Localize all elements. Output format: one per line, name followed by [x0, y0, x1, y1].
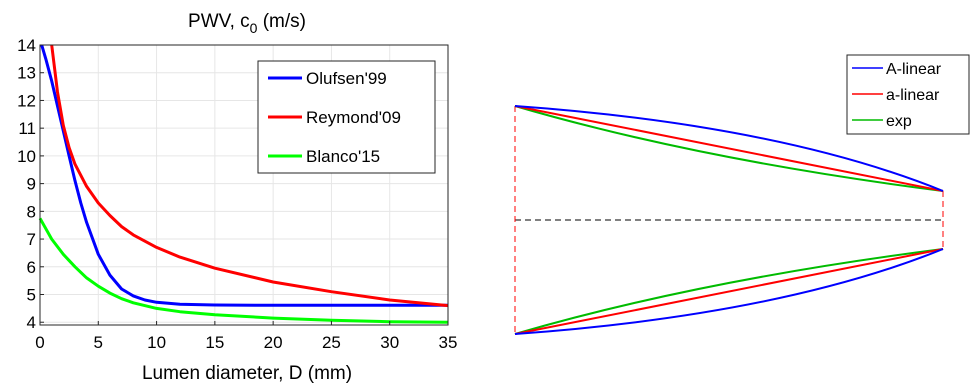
legend-label-reymond: Reymond'09: [306, 108, 401, 127]
y-tick-label: 5: [27, 286, 36, 305]
x-tick-label: 35: [439, 333, 458, 352]
chart-title-unit: (m/s): [257, 11, 306, 32]
series-line-exp-lower: [514, 248, 944, 335]
chart-title-main: PWV, c: [188, 11, 250, 32]
series-line-A-linear-lower: [514, 248, 944, 335]
y-tick-label: 9: [27, 175, 36, 194]
y-tick-label: 11: [18, 119, 36, 138]
series-line-A-linear-upper: [514, 105, 944, 192]
series-line-a-linear-lower: [514, 248, 944, 335]
x-tick-label: 15: [205, 333, 224, 352]
axis-ticks: 0 5 10 15 20 25 30 35 4 5 6 7 8 9 10 11 12 13 14: [17, 36, 457, 352]
x-tick-label: 20: [264, 333, 283, 352]
series-line-reymond-09: [50, 44, 449, 308]
legend: Olufsen'99 Reymond'09 Blanco'15: [257, 60, 436, 174]
series-lines: [38, 44, 449, 324]
x-tick-label: 0: [35, 333, 44, 352]
y-tick-label: 8: [27, 202, 36, 221]
y-tick-label: 12: [17, 91, 36, 110]
legend-label-olufsen: Olufsen'99: [306, 69, 387, 88]
x-tick-label: 5: [94, 333, 103, 352]
legend: A-linear a-linear exp: [846, 54, 970, 135]
x-axis-label: Lumen diameter, D (mm): [142, 363, 352, 384]
chart-title-subscript: 0: [250, 20, 258, 36]
series-line-a-linear-upper: [514, 105, 944, 192]
y-tick-label: 10: [17, 147, 36, 166]
chart-title: PWV, c0 (m/s): [188, 11, 306, 36]
y-tick-label: 14: [17, 36, 36, 55]
legend-label-A-linear: A-linear: [886, 61, 942, 78]
legend-label-exp: exp: [886, 113, 912, 130]
x-tick-label: 10: [147, 333, 166, 352]
legend-label-a-linear: a-linear: [886, 87, 940, 104]
y-tick-label: 6: [27, 258, 36, 277]
y-tick-label: 7: [27, 230, 36, 249]
taper-diagram: A-linear a-linear exp: [514, 54, 970, 335]
series-line-blanco-15: [38, 217, 449, 324]
y-tick-label: 4: [27, 313, 36, 332]
series-line-exp-upper: [514, 105, 944, 192]
legend-label-blanco: Blanco'15: [306, 147, 380, 166]
pwv-chart: PWV, c0 (m/s) 0 5 10 15 20 25 30 35456789101112…: [17, 11, 457, 384]
y-tick-label: 13: [17, 64, 36, 83]
series-line-olufsen-99: [40, 44, 448, 307]
plot-frame: [39, 44, 449, 326]
x-tick-label: 30: [380, 333, 399, 352]
x-tick-label: 25: [322, 333, 341, 352]
